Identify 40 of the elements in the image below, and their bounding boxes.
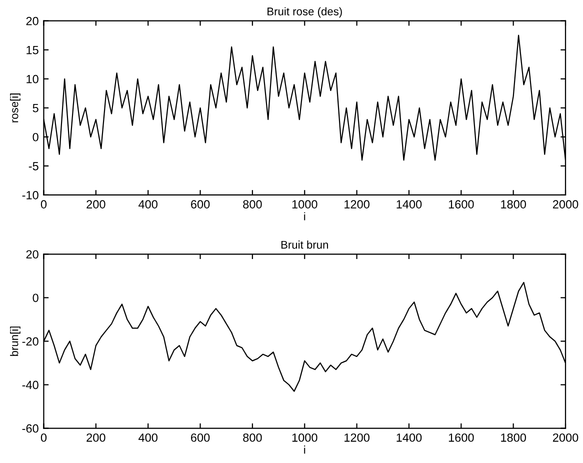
x-tick-label: 200 bbox=[86, 433, 106, 442]
x-tick-label: 400 bbox=[138, 433, 158, 442]
y-axis-title: brun[i] bbox=[10, 326, 20, 356]
chart-title: Bruit rose (des) bbox=[268, 7, 342, 18]
x-tick-label: 1000 bbox=[292, 433, 318, 442]
x-tick-label: 600 bbox=[191, 200, 210, 208]
x-tick-label: 1200 bbox=[344, 433, 370, 442]
x-tick-label: 1400 bbox=[396, 433, 422, 442]
y-tick-label: 15 bbox=[26, 46, 38, 54]
x-tick-label: 800 bbox=[243, 433, 262, 442]
chart-title: Bruit brun bbox=[281, 240, 328, 249]
y-tick-label: 20 bbox=[26, 16, 38, 26]
y-tick-label: 0 bbox=[32, 132, 38, 142]
y-tick-label: -5 bbox=[28, 162, 38, 170]
y-tick-label: -10 bbox=[22, 190, 38, 200]
y-tick-label: -20 bbox=[22, 337, 38, 346]
y-tick-label: 5 bbox=[32, 104, 38, 112]
x-tick-label: 1400 bbox=[396, 200, 422, 208]
y-tick-label: 0 bbox=[32, 294, 38, 302]
y-tick-label: 20 bbox=[26, 250, 38, 259]
x-tick-label: 600 bbox=[191, 433, 210, 442]
x-tick-label: 2000 bbox=[552, 433, 578, 442]
x-tick-label: 1600 bbox=[448, 433, 474, 442]
x-tick-label: 0 bbox=[40, 200, 47, 208]
y-tick-label: -40 bbox=[22, 380, 38, 390]
x-tick-label: 1800 bbox=[501, 200, 526, 208]
y-axis-title: rose[i] bbox=[10, 94, 20, 122]
y-tick-label: 10 bbox=[26, 74, 38, 84]
x-tick-label: 1600 bbox=[448, 200, 474, 208]
x-tick-label: 200 bbox=[86, 200, 106, 208]
x-tick-label: 800 bbox=[243, 200, 262, 208]
x-tick-label: 1200 bbox=[344, 200, 370, 208]
x-axis-title: i bbox=[304, 212, 306, 220]
x-tick-label: 1800 bbox=[501, 433, 526, 442]
x-tick-label: 0 bbox=[40, 433, 47, 442]
y-tick-label: -60 bbox=[22, 424, 38, 433]
x-axis-title: i bbox=[304, 446, 306, 454]
x-tick-label: 2000 bbox=[552, 200, 578, 208]
x-tick-label: 1000 bbox=[292, 200, 318, 208]
x-tick-label: 400 bbox=[138, 200, 158, 208]
